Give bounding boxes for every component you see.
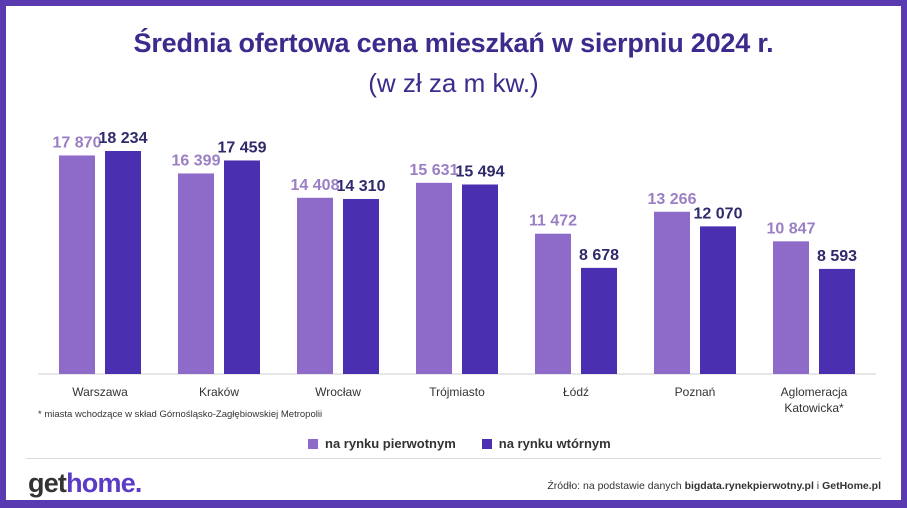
bar-primary xyxy=(535,233,571,374)
logo-part-home: home. xyxy=(66,468,142,498)
bar-secondary xyxy=(462,184,498,374)
bar-primary xyxy=(59,155,95,374)
data-label-secondary: 8 593 xyxy=(817,248,857,265)
source-site-2: GetHome.pl xyxy=(822,480,881,492)
logo-part-get: get xyxy=(28,468,67,498)
data-label-primary: 13 266 xyxy=(648,191,697,208)
bar-primary xyxy=(773,241,809,374)
source-note: Źródło: na podstawie danych bigdata.ryne… xyxy=(547,480,881,492)
x-tick-label: Łódź xyxy=(563,385,589,399)
gethome-logo: gethome. xyxy=(28,468,142,499)
chart-card: Średnia ofertowa cena mieszkań w sierpni… xyxy=(6,6,901,500)
x-tick-label: Poznań xyxy=(675,385,716,399)
x-tick-label: Trójmiasto xyxy=(429,385,485,399)
bar-primary xyxy=(654,211,690,374)
source-prefix: Źródło: na podstawie danych xyxy=(547,480,685,492)
bar-primary xyxy=(416,182,452,374)
x-tick-label: Kraków xyxy=(199,385,239,399)
legend-swatch-secondary xyxy=(481,438,492,449)
data-label-primary: 16 399 xyxy=(172,152,221,169)
data-label-secondary: 18 234 xyxy=(99,130,148,147)
x-tick-label: Wrocław xyxy=(315,385,361,399)
source-separator: i xyxy=(813,480,823,492)
data-label-secondary: 8 678 xyxy=(579,247,619,264)
legend-label-primary: na rynku pierwotnym xyxy=(325,436,456,451)
chart-subtitle: (w zł za m kw.) xyxy=(368,68,539,98)
legend-item-primary: na rynku pierwotnym xyxy=(308,436,456,451)
chart-title: Średnia ofertowa cena mieszkań w sierpni… xyxy=(133,28,774,58)
bar-primary xyxy=(297,197,333,374)
legend-label-secondary: na rynku wtórnym xyxy=(498,436,611,451)
x-tick-label: Katowicka* xyxy=(784,401,844,415)
data-label-primary: 10 847 xyxy=(767,220,816,237)
data-label-primary: 11 472 xyxy=(529,213,577,230)
bar-secondary xyxy=(343,198,379,374)
bar-secondary xyxy=(224,160,260,374)
x-tick-label: Aglomeracja xyxy=(781,385,848,399)
data-label-primary: 14 408 xyxy=(291,177,340,194)
legend-swatch-primary xyxy=(308,438,318,449)
data-label-primary: 17 870 xyxy=(53,134,102,151)
data-label-primary: 15 631 xyxy=(410,162,459,179)
data-label-secondary: 15 494 xyxy=(456,164,505,181)
source-site-1: bigdata.rynekpierwotny.pl xyxy=(684,480,814,492)
bar-secondary xyxy=(105,151,141,374)
data-label-secondary: 12 070 xyxy=(694,205,743,222)
footnote: * miasta wchodzące w skład Górnośląsko-Z… xyxy=(38,409,323,420)
bar-secondary xyxy=(819,268,855,374)
data-label-secondary: 17 459 xyxy=(218,139,267,156)
data-label-secondary: 14 310 xyxy=(337,178,386,195)
bar-secondary xyxy=(700,226,736,374)
x-tick-label: Warszawa xyxy=(72,385,128,399)
legend: na rynku pierwotnym na rynku wtórnym xyxy=(308,436,611,451)
bar-primary xyxy=(178,173,214,374)
footer-divider xyxy=(26,458,881,459)
legend-item-secondary: na rynku wtórnym xyxy=(481,436,611,451)
bar-secondary xyxy=(581,267,617,374)
